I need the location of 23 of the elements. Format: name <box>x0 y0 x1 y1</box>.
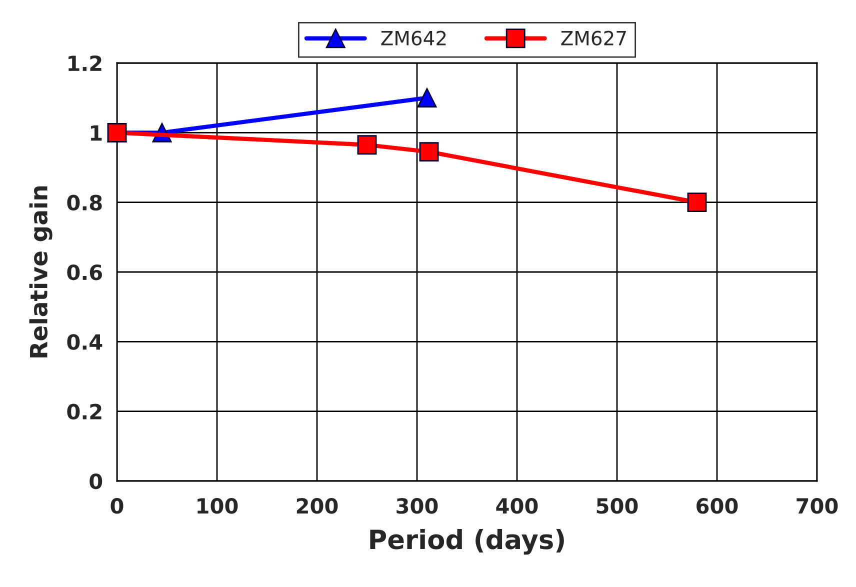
y-tick-label: 0.6 <box>67 264 102 280</box>
x-tick-label: 700 <box>796 498 838 514</box>
x-tick-label: 300 <box>396 498 438 514</box>
x-tick-label: 500 <box>596 498 638 514</box>
x-tick-label: 100 <box>198 498 238 514</box>
legend-label: ZM642 <box>381 30 446 46</box>
point <box>417 88 437 108</box>
point <box>687 192 707 212</box>
x-tick-label: 200 <box>296 498 338 514</box>
y-tick-label: 0.4 <box>67 334 102 350</box>
x-tick-label: 0 <box>110 498 124 514</box>
y-tick-label: 0.8 <box>67 194 102 211</box>
x-axis-title: Period (days) <box>370 528 564 555</box>
point <box>357 135 377 155</box>
y-axis-title: Relative gain <box>29 186 52 358</box>
y-tick-label: 0 <box>90 473 102 490</box>
x-tick-label: 600 <box>696 498 738 514</box>
y-tick-label: 1 <box>90 125 102 141</box>
y-tick-label: 0.2 <box>67 404 102 420</box>
y-tick-label: 1.2 <box>68 55 102 71</box>
point <box>419 142 439 162</box>
legend-label: ZM627 <box>561 30 626 46</box>
x-tick-label: 400 <box>496 498 538 514</box>
